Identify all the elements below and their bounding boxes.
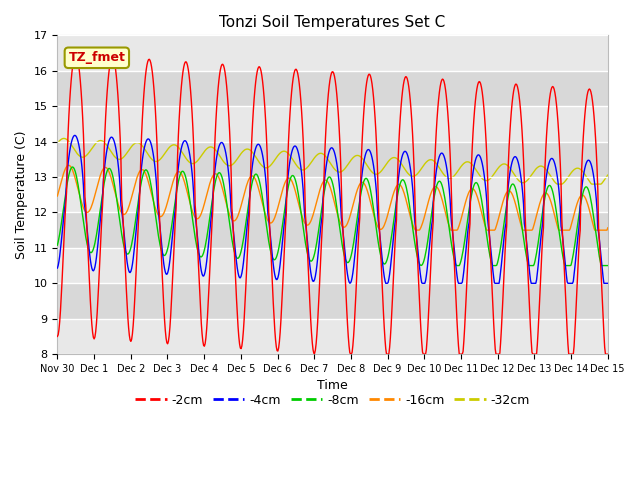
Y-axis label: Soil Temperature (C): Soil Temperature (C) xyxy=(15,131,28,259)
Bar xyxy=(58,177,608,213)
Bar xyxy=(58,106,608,142)
Title: Tonzi Soil Temperatures Set C: Tonzi Soil Temperatures Set C xyxy=(220,15,445,30)
Bar xyxy=(58,248,608,283)
X-axis label: Time: Time xyxy=(317,379,348,393)
Bar xyxy=(58,142,608,177)
Bar xyxy=(58,71,608,106)
Bar xyxy=(58,213,608,248)
Text: TZ_fmet: TZ_fmet xyxy=(68,51,125,64)
Bar xyxy=(58,36,608,71)
Bar xyxy=(58,319,608,354)
Legend: -2cm, -4cm, -8cm, -16cm, -32cm: -2cm, -4cm, -8cm, -16cm, -32cm xyxy=(131,389,535,412)
Bar xyxy=(58,283,608,319)
